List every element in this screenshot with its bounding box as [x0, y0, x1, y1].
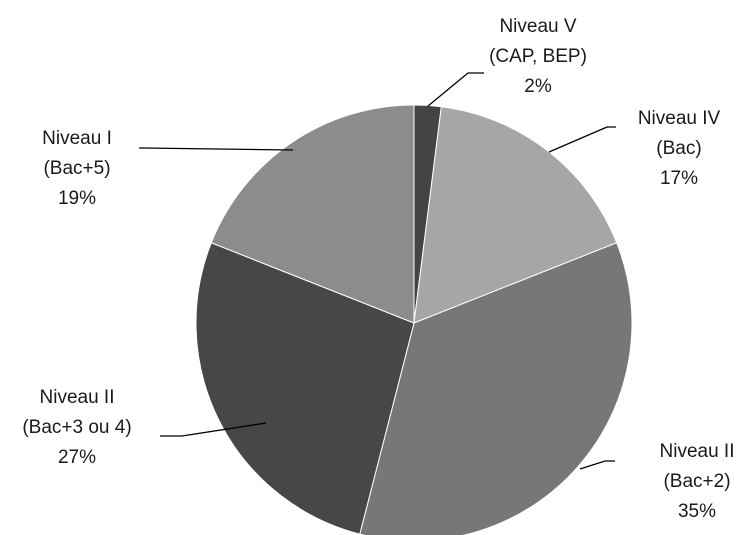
slice-label-line: (Bac+2)	[663, 471, 730, 492]
slice-label-line: Niveau V	[499, 16, 576, 37]
leader-line-niveau-ii-bac-2-35	[579, 460, 615, 470]
slice-percent: 35%	[678, 501, 716, 522]
slice-label-line: Niveau IV	[638, 108, 721, 129]
slice-percent: 2%	[524, 76, 552, 97]
slice-percent: 17%	[660, 168, 698, 189]
slice-label-niveau-ii-bac-2-35: Niveau II (Bac+2) 35%	[660, 441, 735, 522]
slice-label-line: Niveau II	[40, 387, 115, 408]
slice-percent: 27%	[58, 447, 96, 468]
leader-line-niveau-i-bac-5-19	[139, 147, 294, 151]
slice-label-niveau-ii-bac-3-ou-4-27: Niveau II (Bac+3 ou 4) 27%	[22, 387, 131, 468]
slice-label-line: (CAP, BEP)	[489, 46, 587, 67]
slice-labels: Niveau V (CAP, BEP) 2%Niveau IV (Bac) 17%Niv…	[22, 16, 734, 522]
pie-slices	[195, 104, 633, 535]
slice-label-line: (Bac+5)	[43, 158, 110, 179]
slice-niveau-ii-bac-3-ou-4-27	[195, 242, 415, 535]
slice-label-line: Niveau II	[660, 441, 735, 462]
slice-label-line: (Bac+3 ou 4)	[22, 417, 131, 438]
slice-niveau-i-bac-5-19	[210, 104, 415, 324]
slice-percent: 19%	[58, 188, 96, 209]
slice-niveau-iv-bac-17	[413, 106, 618, 324]
leader-line-niveau-v-cap-bep-2	[427, 72, 484, 107]
slice-label-niveau-i-bac-5-19: Niveau I (Bac+5) 19%	[42, 128, 112, 209]
slice-niveau-ii-bac-2-35	[359, 242, 633, 535]
slice-label-line: (Bac)	[656, 138, 701, 159]
slice-label-line: Niveau I	[42, 128, 112, 149]
leader-line-niveau-ii-bac-3-ou-4-27	[160, 422, 267, 437]
leader-line-niveau-iv-bac-17	[548, 126, 616, 153]
slice-label-niveau-v-cap-bep-2: Niveau V (CAP, BEP) 2%	[489, 16, 587, 97]
leader-lines	[139, 72, 616, 470]
slice-label-niveau-iv-bac-17: Niveau IV (Bac) 17%	[638, 108, 721, 189]
